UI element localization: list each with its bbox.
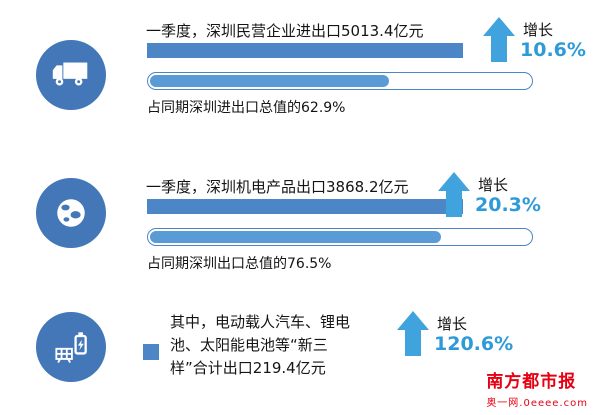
up-arrow-icon xyxy=(483,17,515,63)
section2-progress-fill xyxy=(150,231,441,243)
section2-headline: 一季度，深圳机电产品出口3868.2亿元 xyxy=(146,178,409,196)
section1-growth-value: 10.6% xyxy=(520,39,586,61)
section2-growth-label: 增长 xyxy=(478,176,509,194)
section3-growth-label: 增长 xyxy=(437,315,468,333)
website-url: 奥一网.0eeee.com xyxy=(486,398,588,409)
up-arrow-glyph xyxy=(397,311,429,356)
newspaper-logo: 南方都市报 xyxy=(486,372,577,392)
battery-solar-icon-glyph xyxy=(55,332,87,363)
globe-icon-glyph xyxy=(57,199,85,227)
footer: 南方都市报 奥一网.0eeee.com xyxy=(486,367,588,409)
section2-progress-bar xyxy=(147,228,533,246)
section2-growth-value: 20.3% xyxy=(475,194,541,216)
section1-progress-bar xyxy=(147,72,533,90)
up-arrow-glyph xyxy=(438,172,470,217)
section3-growth-value: 120.6% xyxy=(434,333,514,355)
section2-share-label: 占同期深圳出口总值的76.5% xyxy=(147,256,332,272)
section1-progress-fill xyxy=(150,75,390,87)
truck-icon xyxy=(36,40,106,110)
section1-headline: 一季度，深圳民营企业进出口5013.4亿元 xyxy=(146,22,424,40)
bullet-square xyxy=(143,344,159,360)
section1-headline-underline-bar xyxy=(147,43,463,58)
section1-growth-label: 增长 xyxy=(523,21,554,39)
truck-icon-glyph xyxy=(52,62,88,86)
up-arrow-glyph xyxy=(483,17,515,62)
section1-share-label: 占同期深圳进出口总值的62.9% xyxy=(147,100,346,116)
section2-headline-underline-bar xyxy=(147,199,463,214)
battery-solar-icon xyxy=(36,312,106,382)
section3-headline: 其中，电动载人汽车、锂电池、太阳能电池等“新三样”合计出口219.4亿元 xyxy=(170,313,351,377)
globe-icon xyxy=(36,178,106,248)
up-arrow-icon xyxy=(438,172,470,218)
up-arrow-icon xyxy=(397,311,429,357)
